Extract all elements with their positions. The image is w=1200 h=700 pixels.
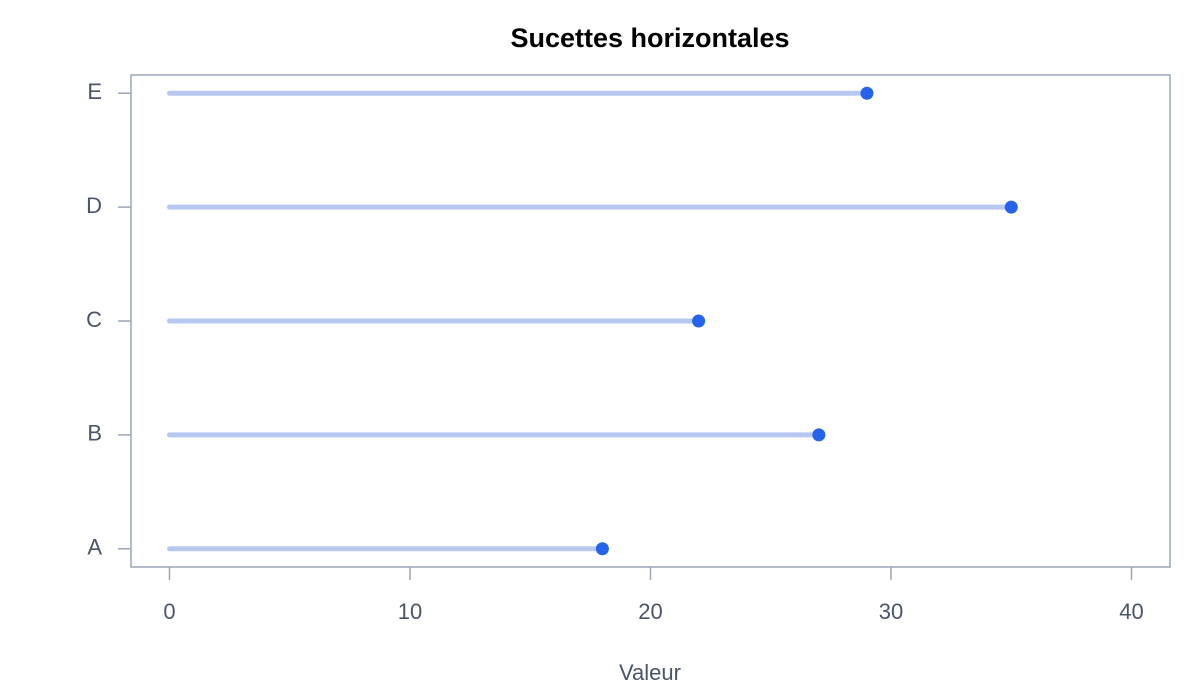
x-tick-label: 40 bbox=[1119, 599, 1143, 624]
x-tick-label: 10 bbox=[398, 599, 422, 624]
dot bbox=[595, 542, 609, 556]
y-tick-label: D bbox=[86, 193, 102, 218]
y-tick-label: E bbox=[87, 79, 102, 104]
dot bbox=[1004, 200, 1018, 214]
x-tick-label: 20 bbox=[638, 599, 662, 624]
x-tick-label: 0 bbox=[163, 599, 175, 624]
y-tick-label: A bbox=[87, 535, 102, 560]
x-axis-label: Valeur bbox=[619, 660, 681, 685]
y-tick-label: B bbox=[87, 421, 102, 446]
dot bbox=[812, 428, 826, 442]
y-tick-label: C bbox=[86, 307, 102, 332]
dot bbox=[692, 314, 706, 328]
dot bbox=[860, 86, 874, 100]
x-tick-label: 30 bbox=[879, 599, 903, 624]
chart-title: Sucettes horizontales bbox=[510, 23, 789, 53]
